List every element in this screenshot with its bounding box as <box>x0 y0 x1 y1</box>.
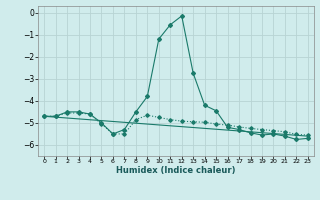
X-axis label: Humidex (Indice chaleur): Humidex (Indice chaleur) <box>116 166 236 175</box>
